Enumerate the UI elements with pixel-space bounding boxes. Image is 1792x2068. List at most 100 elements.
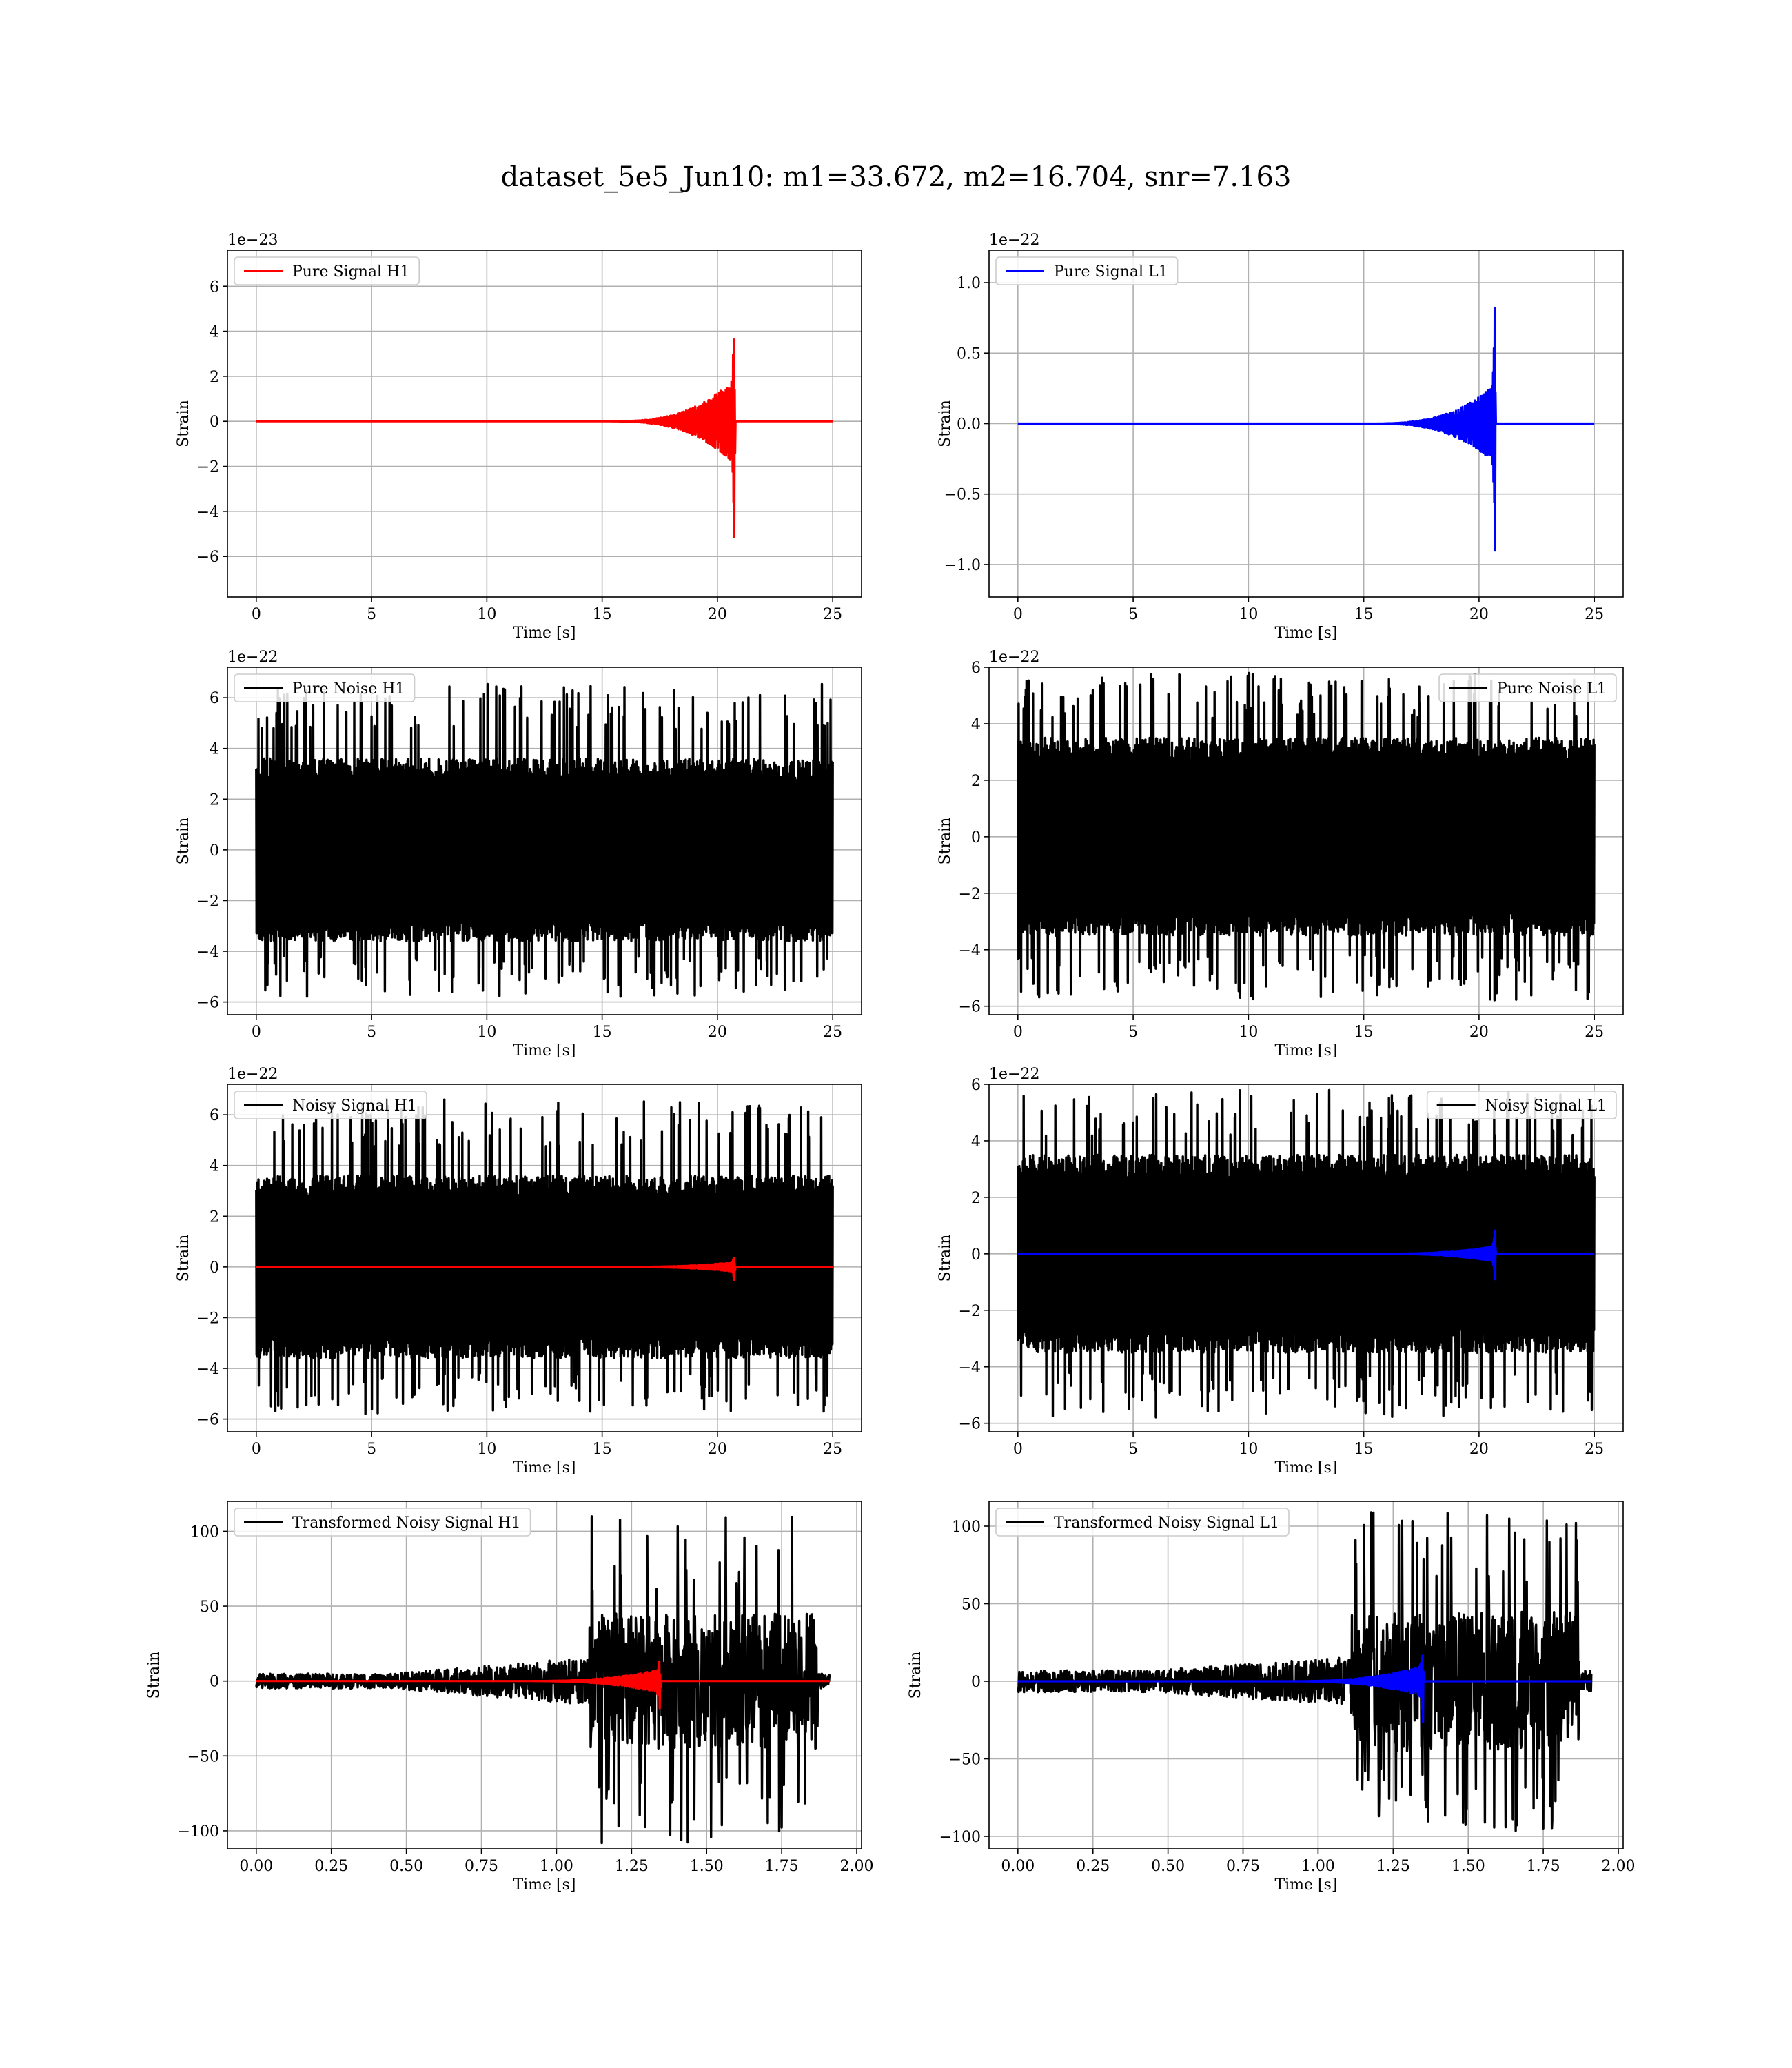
x-tick-label: 10 [477,1024,496,1041]
x-tick-label: 1.75 [765,1858,799,1875]
legend-label: Pure Signal H1 [292,263,409,281]
y-tick-label: −2 [197,1310,219,1327]
y-tick-label: −1.0 [944,557,981,574]
legend-label: Transformed Noisy Signal H1 [292,1514,521,1532]
x-tick-label: 0.75 [465,1858,498,1875]
x-tick-label: 0.50 [1151,1858,1185,1875]
offset-text: 1e−22 [989,232,1039,249]
y-tick-label: −100 [178,1823,219,1841]
y-tick-label: 100 [952,1519,981,1536]
axes-frame [227,250,862,598]
legend: Noisy Signal H1 [234,1091,427,1119]
x-tick-label: 25 [823,1441,842,1458]
x-tick-label: 20 [1469,1441,1489,1458]
legend: Pure Noise H1 [234,673,416,702]
y-tick-label: 0.5 [957,345,981,363]
x-tick-label: 15 [1354,606,1374,623]
y-tick-label: 6 [210,1107,219,1124]
y-tick-label: 4 [210,1158,219,1175]
y-tick-label: 0 [971,1246,981,1264]
x-tick-label: 15 [593,606,612,623]
y-tick-label: 4 [210,741,219,758]
x-axis-label: Time [s] [1274,1876,1337,1894]
y-axis-label: Strain [937,400,954,447]
plot-area [1017,306,1596,552]
legend: Pure Signal L1 [995,256,1179,285]
legend-box [995,256,1179,285]
y-tick-label: 0 [971,829,981,847]
x-tick-label: 1.75 [1527,1858,1560,1875]
x-tick-label: 15 [1354,1024,1374,1041]
subplot-top-right: 0 5 10 15 20 25 −1.0 −0.5 0.0 0.5 1.0 Time [s] Strai… [937,232,1624,642]
y-tick-label: −4 [197,504,219,521]
x-tick-label: 5 [1128,606,1138,623]
x-tick-label: 5 [367,606,376,623]
y-axis-label: Strain [937,1235,954,1282]
x-tick-label: 15 [1354,1441,1374,1458]
x-tick-label: 25 [823,1024,842,1041]
axes-frame [227,1501,862,1849]
y-tick-label: 100 [190,1523,219,1541]
x-tick-label: 20 [1469,606,1489,623]
figure-title: dataset_5e5_Jun10: m1=33.672, m2=16.704,… [501,161,1292,193]
series-line-1 [255,1660,831,1710]
y-tick-label: 2 [971,773,981,790]
x-tick-label: 10 [477,606,496,623]
plot-area [255,682,834,998]
offset-text: 1e−23 [227,232,278,249]
x-axis-label: Time [s] [513,1459,576,1477]
x-tick-label: 15 [593,1024,612,1041]
y-tick-label: 50 [200,1599,219,1616]
x-tick-label: 1.50 [690,1858,724,1875]
y-tick-label: 6 [210,278,219,296]
series-line-1 [1017,1229,1596,1281]
y-tick-label: −0.5 [944,487,981,504]
legend-label: Pure Signal L1 [1054,263,1168,281]
x-tick-label: 25 [1585,1441,1604,1458]
plot-area [1017,1088,1596,1419]
y-tick-label: −6 [197,1412,219,1429]
x-tick-label: 0 [252,606,261,623]
x-tick-label: 20 [708,1441,727,1458]
y-tick-label: −50 [187,1748,219,1765]
y-axis-label: Strain [175,1235,192,1282]
subplot-top-left: 0 5 10 15 20 25 −6 −4 −2 0 2 4 6 Time [s] Strain 1e−23 P… [175,232,862,642]
plot-area [255,1098,834,1415]
x-tick-label: 1.00 [540,1858,573,1875]
axes-frame [227,1084,862,1432]
y-tick-label: 0.0 [957,416,981,434]
y-tick-label: 4 [210,324,219,341]
x-tick-label: 0.25 [314,1858,348,1875]
x-tick-label: 0 [252,1024,261,1041]
y-tick-label: −6 [197,995,219,1012]
axes-frame [988,1084,1624,1432]
offset-text: 1e−22 [227,1066,278,1083]
x-tick-label: 5 [367,1024,376,1041]
x-tick-label: 10 [1239,606,1258,623]
series-line-1 [255,1256,834,1281]
x-tick-label: 5 [1128,1441,1138,1458]
x-tick-label: 0 [1013,1441,1023,1458]
series-line-0 [1017,306,1596,552]
y-tick-label: −2 [197,893,219,910]
legend: Transformed Noisy Signal L1 [995,1508,1290,1537]
series-line-1 [1017,1654,1592,1723]
x-tick-label: 25 [823,606,842,623]
y-tick-label: 0 [210,1259,219,1277]
x-tick-label: 15 [593,1441,612,1458]
x-tick-label: 2.00 [840,1858,874,1875]
y-tick-label: 0 [210,842,219,860]
y-tick-label: 2 [210,1208,219,1226]
y-axis-label: Strain [175,400,192,447]
subplot-row2-right: 0 5 10 15 20 25 −6 −4 −2 0 2 4 6 Time [s] Strain 1e−22 P… [937,649,1624,1060]
legend-box [234,1091,427,1119]
y-tick-label: −4 [197,944,219,961]
x-tick-label: 25 [1585,1024,1604,1041]
y-tick-label: −6 [959,999,981,1016]
y-tick-label: 6 [210,690,219,707]
plot-area [255,1515,831,1845]
legend-box [234,256,420,285]
x-tick-label: 20 [1469,1024,1489,1041]
x-tick-label: 0.00 [1001,1858,1035,1875]
subplot-bottom-left: 0.00 0.25 0.50 0.75 1.00 1.25 1.50 1.75 2.00 −100… [145,1501,874,1894]
